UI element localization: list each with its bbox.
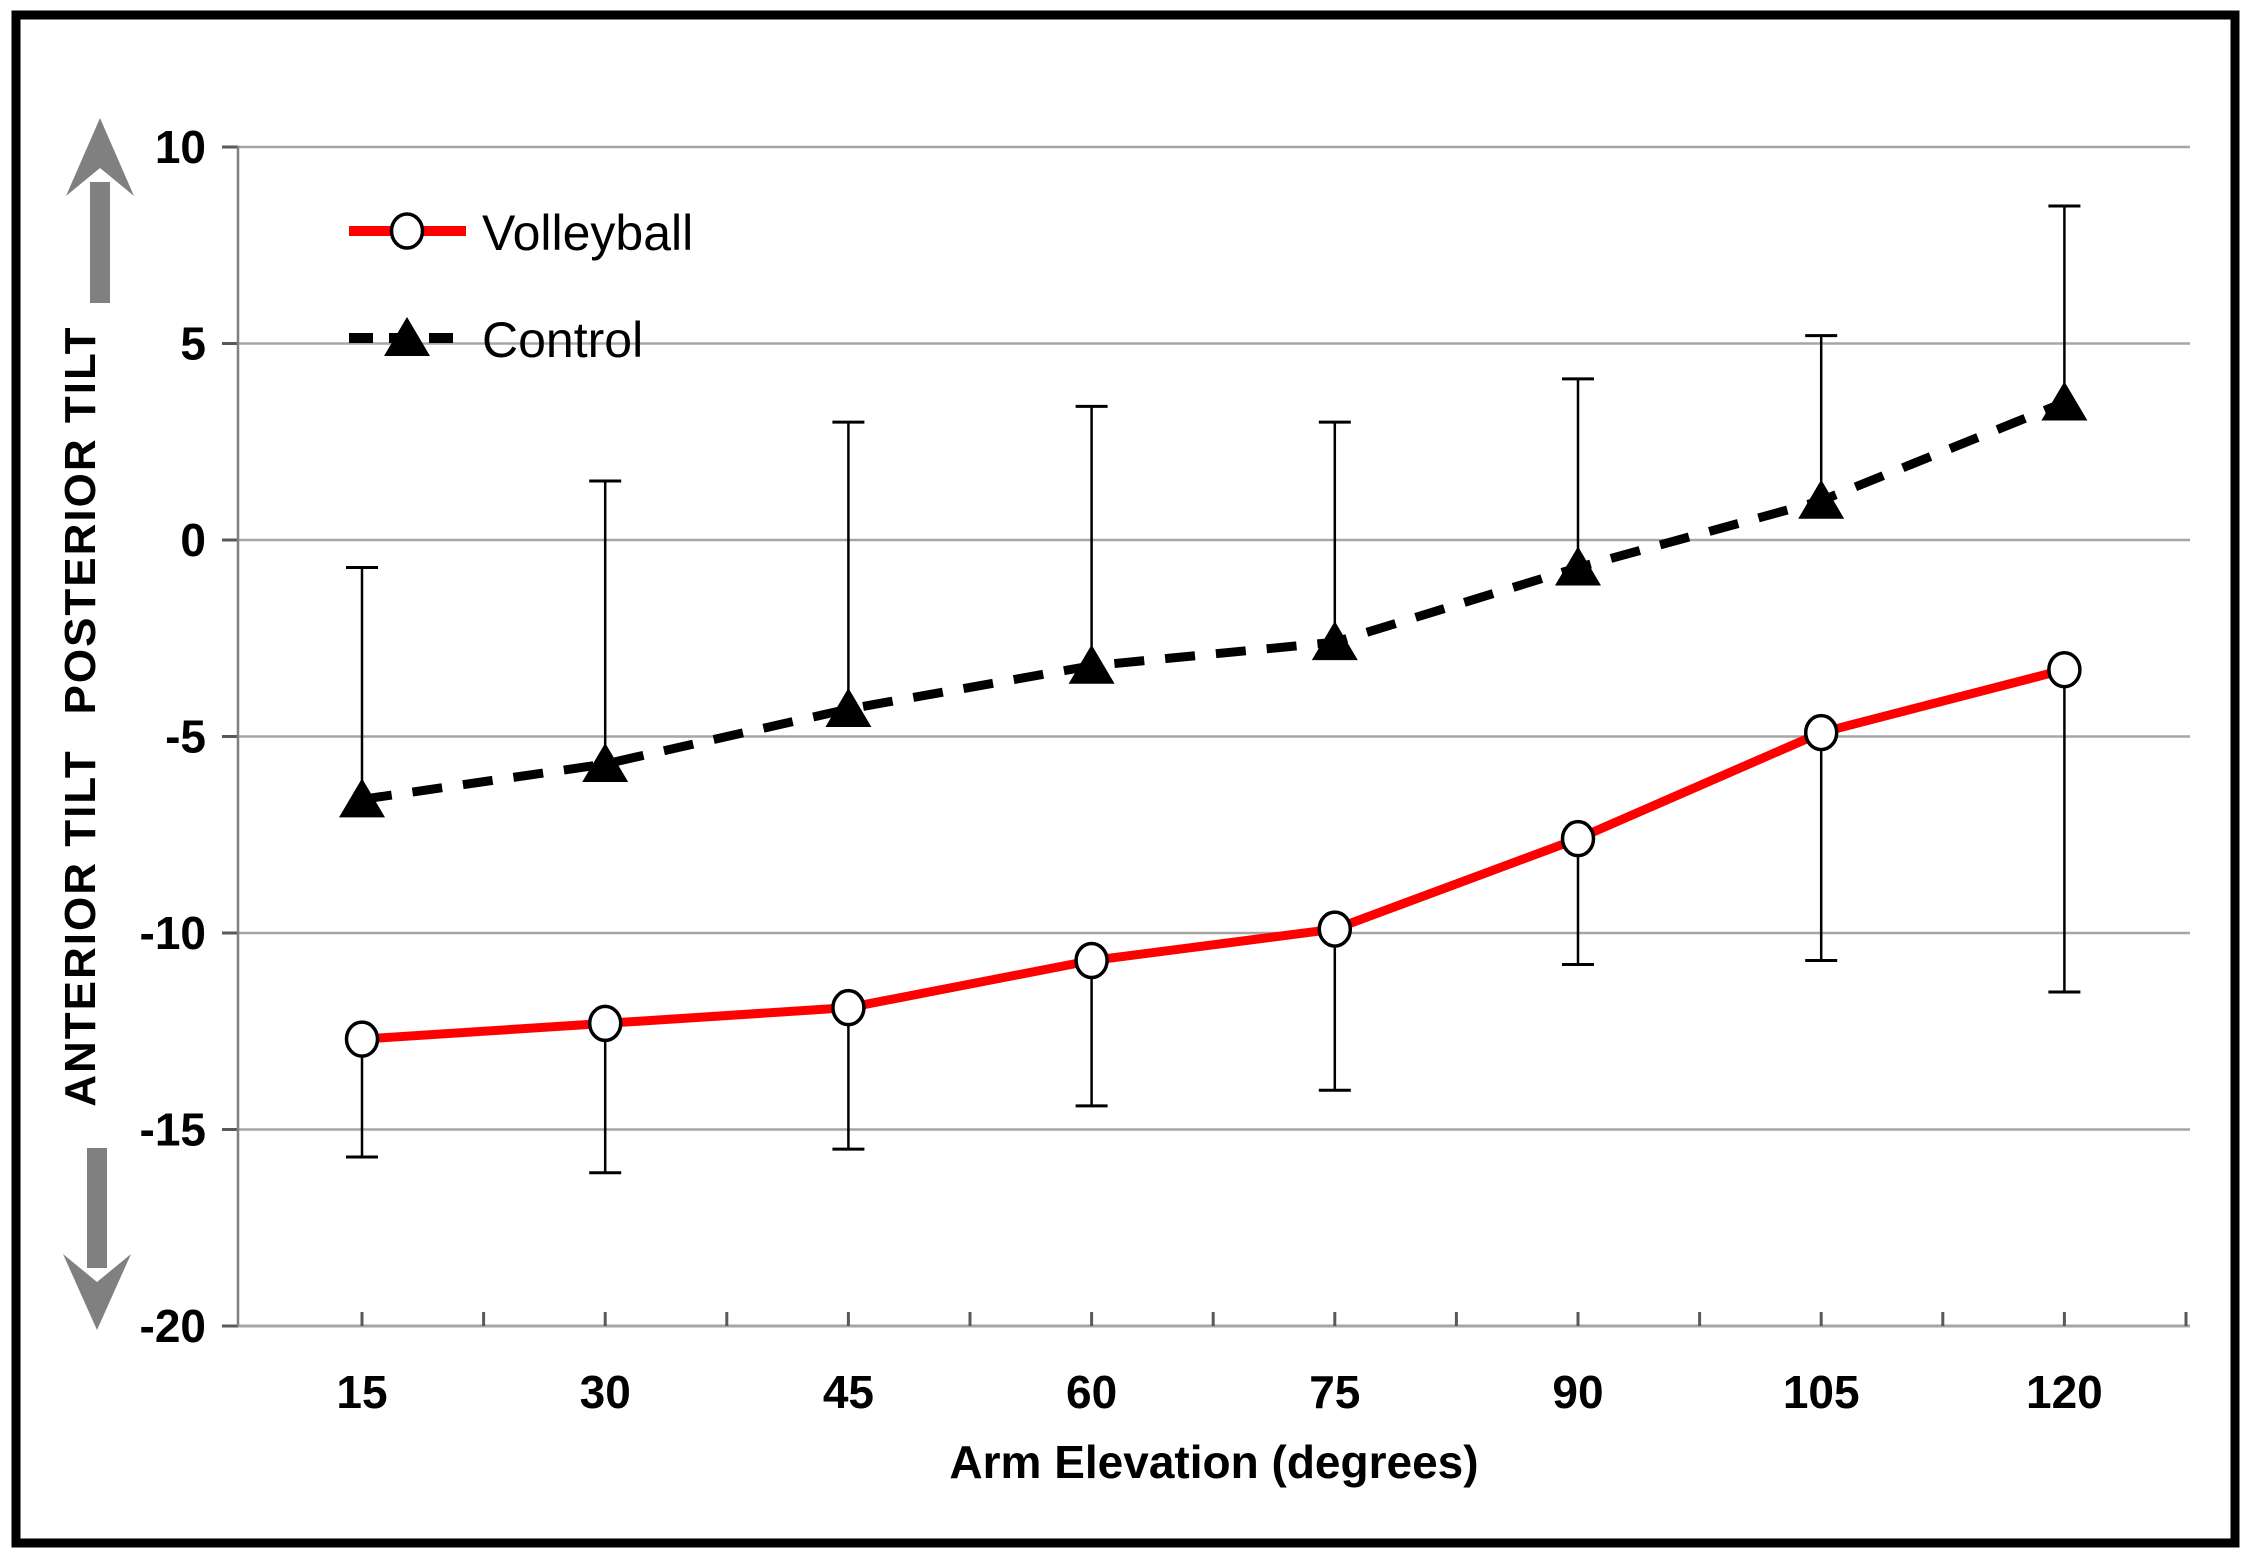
volleyball-marker <box>587 1004 623 1043</box>
control-marker <box>825 687 872 727</box>
x-tick-label: 105 <box>1783 1366 1860 1418</box>
up-arrow-icon <box>66 118 134 196</box>
y-tick-label: -5 <box>165 711 206 763</box>
legend-volleyball-marker <box>389 212 425 250</box>
posterior-tilt-label: POSTERIOR TILT <box>56 326 105 715</box>
anterior-tilt-label: ANTERIOR TILT <box>56 749 105 1107</box>
legend-control-label: Control <box>482 312 643 368</box>
volleyball-marker <box>1803 713 1839 752</box>
volleyball-marker <box>1560 819 1596 858</box>
y-tick-label: -20 <box>140 1300 206 1352</box>
x-axis-title: Arm Elevation (degrees) <box>949 1436 1478 1488</box>
x-tick-label: 75 <box>1309 1366 1360 1418</box>
control-marker <box>1068 644 1115 684</box>
control-marker <box>339 778 385 818</box>
legend-control-marker <box>384 317 430 356</box>
volleyball-marker <box>2047 650 2082 689</box>
volleyball-line <box>357 665 2069 1044</box>
figure-border <box>11 10 2240 1548</box>
down-arrow-icon <box>63 1254 131 1330</box>
control-marker <box>1311 621 1358 661</box>
x-tick-label: 120 <box>2026 1366 2103 1418</box>
control-marker <box>1798 479 1845 519</box>
x-tick-label: 90 <box>1552 1366 1603 1418</box>
volleyball-marker <box>831 988 866 1027</box>
volleyball-marker <box>1317 910 1353 948</box>
y-tick-label: -10 <box>140 907 206 959</box>
control-line <box>361 398 2067 804</box>
x-tick-label: 15 <box>336 1366 387 1418</box>
volleyball-marker <box>1074 941 1109 980</box>
control-marker <box>1555 546 1601 586</box>
y-tick-label: 5 <box>180 318 206 370</box>
y-tick-label: 10 <box>155 121 206 173</box>
control-marker <box>582 743 629 783</box>
y-tick-label: 0 <box>180 514 206 566</box>
legend-volleyball-label: Volleyball <box>482 205 693 261</box>
x-tick-label: 45 <box>823 1366 874 1418</box>
y-tick-label: -15 <box>140 1104 206 1156</box>
control-marker <box>2041 381 2088 421</box>
x-tick-label: 60 <box>1066 1366 1117 1418</box>
volleyball-marker <box>344 1020 380 1058</box>
x-tick-label: 30 <box>580 1366 631 1418</box>
